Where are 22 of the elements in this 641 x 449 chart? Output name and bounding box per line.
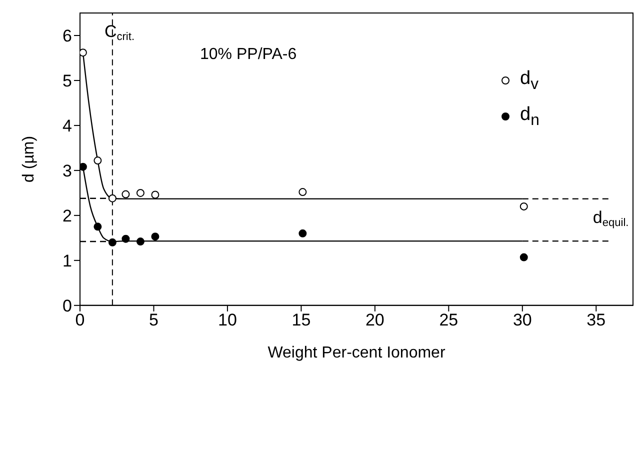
x-tick-label: 5: [149, 310, 158, 330]
x-tick-label: 10: [218, 310, 237, 330]
x-axis-title: Weight Per-cent Ionomer: [268, 344, 446, 362]
x-tick-label: 25: [439, 310, 458, 330]
x-tick-label: 20: [365, 310, 384, 330]
y-tick-label: 2: [62, 206, 72, 226]
x-tick-label: 35: [586, 310, 606, 330]
y-tick-label: 4: [62, 116, 72, 136]
annotation: d$_{equil.}$: [592, 208, 629, 230]
ref-line-label: C$_{crit.}$: [104, 22, 135, 44]
annotation: 10% PP/PA-6: [200, 46, 297, 64]
y-axis-title: d (µm): [20, 136, 38, 182]
legend-label: d$_{v}$: [520, 68, 538, 94]
y-tick-label: 1: [62, 251, 72, 270]
y-tick-label: 0: [62, 296, 72, 316]
x-tick-label: 30: [512, 310, 532, 330]
y-tick-label: 6: [62, 26, 72, 46]
legend-label: d$_{n}$: [520, 104, 540, 130]
y-tick-label: 5: [62, 72, 72, 91]
x-tick-label: 15: [292, 310, 311, 330]
x-tick-label: 0: [75, 310, 85, 330]
y-tick-label: 3: [62, 161, 72, 180]
